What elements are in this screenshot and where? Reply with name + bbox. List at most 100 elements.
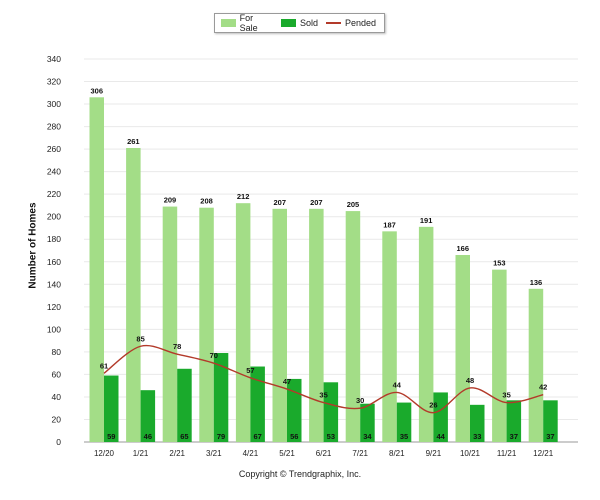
pended-swatch [325,22,341,24]
bar-sold [470,404,485,442]
legend-item-pended[interactable]: Pended [325,18,376,28]
bar-for-sale [89,97,104,443]
label-pended: 47 [283,377,291,386]
chart-legend: For Sale Sold Pended [214,13,385,33]
legend-label-sold: Sold [299,18,318,28]
x-tick-label: 2/21 [169,449,185,458]
label-pended: 85 [136,334,144,343]
bar-sold [250,366,265,442]
label-for-sale: 205 [347,200,360,209]
bar-sold [177,368,192,442]
y-tick-label: 300 [47,99,61,109]
y-tick-label: 0 [56,437,61,447]
bar-sold [104,375,119,442]
x-tick-label: 12/20 [94,449,115,458]
label-pended: 35 [319,391,327,400]
y-tick-label: 60 [52,369,62,379]
label-for-sale: 212 [237,192,250,201]
pended-line-series [103,344,544,414]
bar-series [89,97,558,443]
label-pended: 35 [502,391,510,400]
x-tick-label: 11/21 [497,449,517,458]
label-for-sale: 187 [383,220,396,229]
label-for-sale: 208 [200,197,213,206]
bar-sold [323,382,339,442]
y-tick-label: 100 [47,324,61,334]
x-tick-label: 12/21 [533,449,554,458]
x-tick-label: 1/21 [133,449,149,458]
y-tick-label: 40 [52,392,62,402]
y-tick-label: 260 [47,144,61,154]
y-tick-label: 340 [47,54,61,64]
label-pended: 44 [393,380,402,389]
bar-for-sale [345,211,361,442]
label-for-sale: 191 [420,216,433,225]
label-for-sale: 207 [273,198,286,207]
label-for-sale: 207 [310,198,323,207]
label-sold: 44 [436,432,445,441]
label-sold: 37 [546,432,554,441]
label-for-sale: 306 [90,86,103,95]
label-pended: 78 [173,342,181,351]
y-tick-label: 220 [47,189,61,199]
copyright-footer: Copyright © Trendgraphix, Inc. [238,469,362,479]
y-tick-label: 160 [47,257,61,267]
label-sold: 33 [473,432,481,441]
legend-item-sold[interactable]: Sold [280,18,318,28]
pended-line [103,344,544,414]
bar-sold [140,390,156,442]
y-tick-label: 120 [47,302,61,312]
x-tick-label: 9/21 [426,449,442,458]
label-for-sale: 153 [493,259,506,268]
label-sold: 46 [144,432,152,441]
x-tick-label: 6/21 [316,449,332,458]
legend-label-pended: Pended [344,18,376,28]
x-axis-ticks: 12/20 1/21 2/21 3/21 4/21 5/21 6/21 7/21 8/21 9/2… [94,449,554,458]
for-sale-swatch [221,19,236,27]
y-tick-label: 180 [47,234,61,244]
bar-sold [506,400,522,442]
bar-for-sale [382,231,397,442]
bar-for-sale [199,207,214,442]
data-labels: 306 59 261 46 209 65 208 79 212 67 207 56 207 53 205 34… [90,86,554,441]
bar-for-sale [126,147,141,442]
label-sold: 35 [400,432,408,441]
sold-swatch [280,19,296,27]
y-tick-label: 240 [47,167,61,177]
x-tick-label: 8/21 [389,449,405,458]
label-sold: 37 [510,432,518,441]
x-tick-label: 5/21 [279,449,295,458]
label-for-sale: 209 [164,196,177,205]
label-pended: 70 [210,351,218,360]
bar-for-sale [162,206,178,442]
label-sold: 65 [180,432,188,441]
bar-sold [396,402,412,442]
y-axis-ticks: 0 20 40 60 80 100 120 140 160 180 200 220 240 260 280 3… [47,54,61,447]
label-for-sale: 261 [127,137,140,146]
bar-sold [433,392,448,442]
bar-for-sale [455,255,470,442]
bar-sold [360,403,375,442]
label-sold: 53 [327,432,335,441]
x-tick-label: 10/21 [460,449,481,458]
bar-sold [287,378,302,442]
label-pended: 61 [100,361,108,370]
y-axis-title: Number of Homes [27,202,39,289]
bar-for-sale [235,203,251,442]
x-tick-label: 4/21 [243,449,259,458]
x-tick-label: 7/21 [352,449,368,458]
label-sold: 79 [217,432,225,441]
label-pended: 48 [466,376,474,385]
bar-for-sale [418,226,434,442]
label-sold: 67 [253,432,261,441]
legend-item-for-sale[interactable]: For Sale [221,13,273,33]
y-tick-label: 320 [47,77,61,87]
label-pended: 42 [539,383,547,392]
bar-for-sale [528,288,544,442]
label-sold: 59 [107,432,115,441]
bar-for-sale [309,208,324,442]
label-pended: 30 [356,396,364,405]
label-sold: 56 [290,432,298,441]
label-sold: 34 [363,432,372,441]
